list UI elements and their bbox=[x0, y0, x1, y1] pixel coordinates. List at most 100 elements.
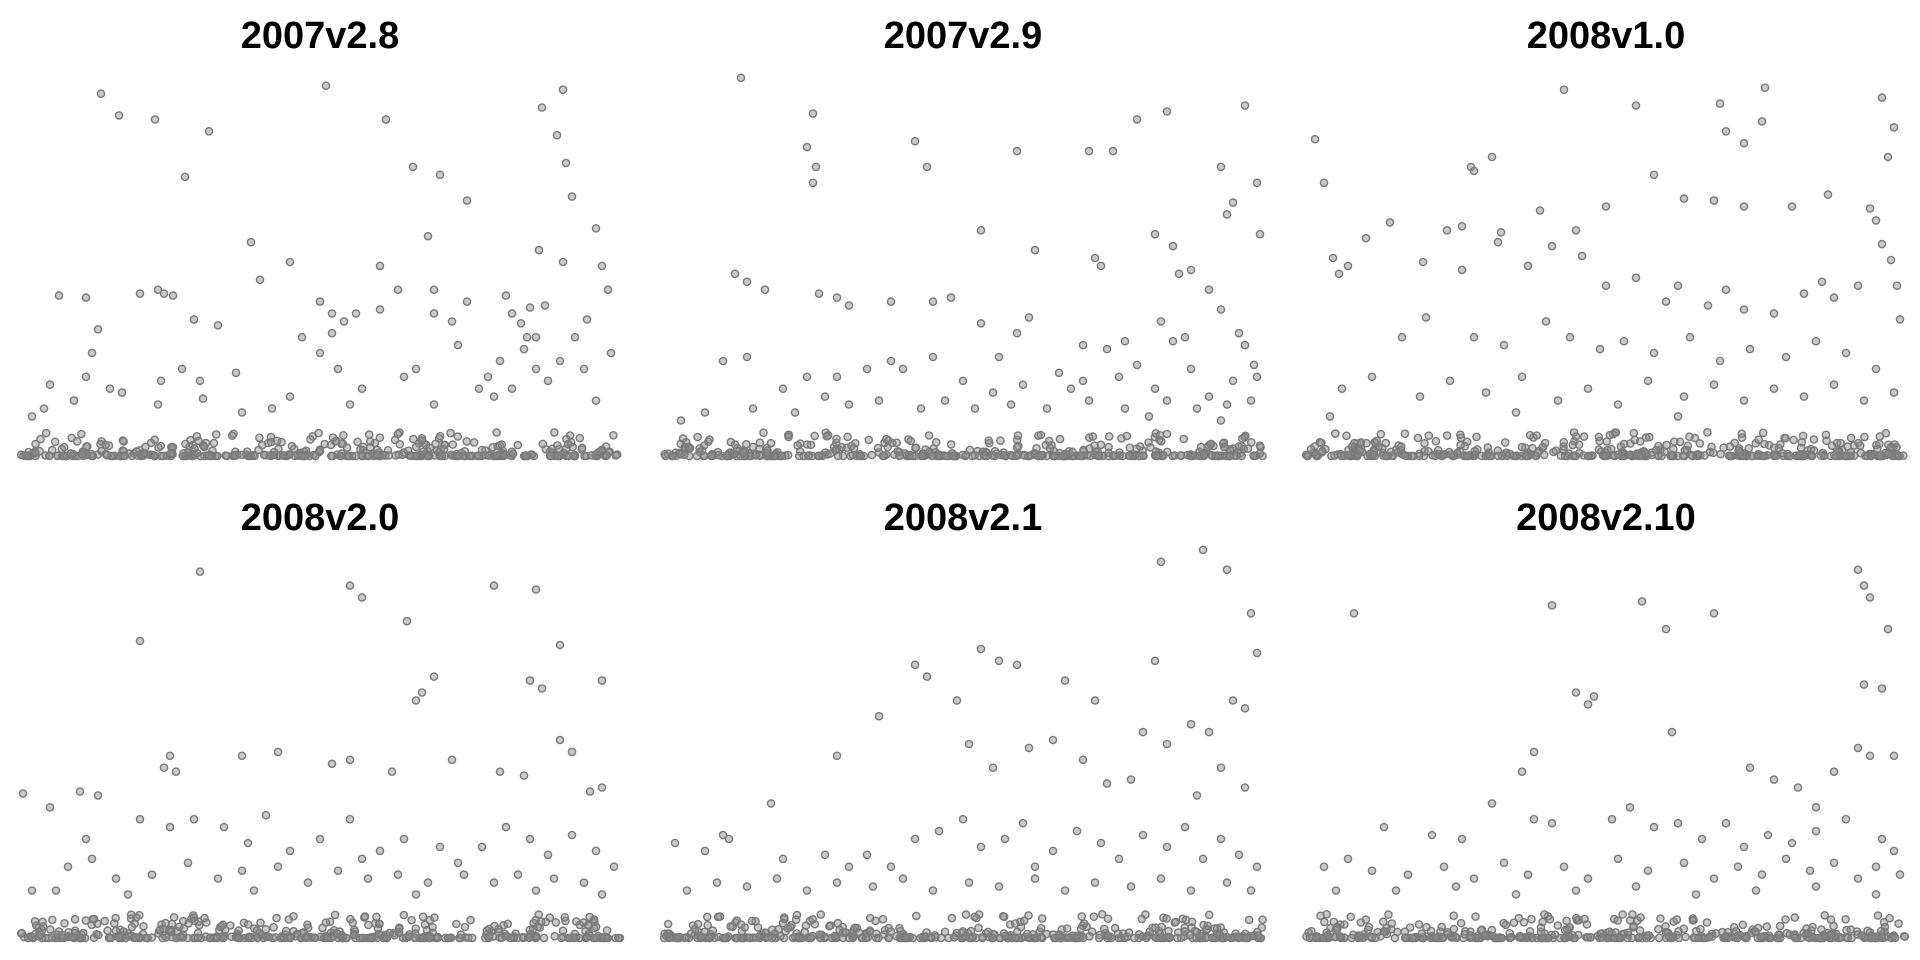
data-point bbox=[988, 451, 997, 460]
data-point bbox=[1144, 412, 1154, 421]
data-point bbox=[357, 384, 367, 394]
data-point bbox=[886, 356, 896, 366]
data-point bbox=[365, 437, 375, 446]
data-point bbox=[558, 257, 568, 267]
data-point bbox=[494, 928, 504, 937]
data-point bbox=[1240, 704, 1250, 713]
data-point bbox=[1790, 913, 1800, 922]
data-point bbox=[1517, 372, 1527, 382]
data-point bbox=[1156, 557, 1166, 567]
data-point bbox=[978, 933, 987, 943]
data-point bbox=[1855, 441, 1865, 450]
data-point bbox=[1044, 436, 1054, 446]
data-point bbox=[693, 432, 702, 442]
data-point bbox=[306, 434, 315, 444]
data-point bbox=[213, 320, 223, 330]
data-point bbox=[111, 874, 121, 883]
data-point bbox=[1846, 433, 1856, 443]
data-point bbox=[1493, 237, 1503, 247]
data-point bbox=[285, 257, 295, 267]
data-point bbox=[120, 451, 129, 461]
data-point bbox=[893, 446, 903, 456]
data-point bbox=[1594, 432, 1604, 442]
data-point bbox=[1508, 451, 1518, 461]
data-point bbox=[564, 451, 573, 461]
data-point bbox=[41, 428, 51, 438]
data-point bbox=[192, 448, 202, 458]
data-point bbox=[285, 392, 295, 401]
data-point bbox=[1601, 281, 1611, 291]
data-point bbox=[1724, 451, 1734, 461]
data-point bbox=[1196, 931, 1205, 941]
data-point bbox=[561, 158, 571, 168]
data-point bbox=[1060, 886, 1070, 895]
data-point bbox=[345, 814, 355, 824]
data-point bbox=[1168, 241, 1178, 251]
data-point bbox=[31, 921, 41, 930]
data-point bbox=[131, 933, 141, 942]
data-point bbox=[763, 933, 773, 942]
data-point bbox=[418, 912, 428, 922]
data-point bbox=[429, 400, 439, 409]
data-point bbox=[1760, 83, 1770, 92]
data-point bbox=[1776, 440, 1785, 449]
data-point bbox=[1179, 434, 1189, 444]
data-point bbox=[811, 162, 821, 172]
data-point bbox=[1709, 874, 1719, 883]
data-point bbox=[1155, 933, 1165, 943]
data-point bbox=[1674, 933, 1684, 943]
data-point bbox=[1234, 850, 1244, 860]
data-point bbox=[1782, 928, 1792, 938]
data-point bbox=[1006, 400, 1016, 409]
data-point bbox=[946, 440, 956, 449]
data-point bbox=[303, 878, 313, 887]
data-point bbox=[567, 192, 577, 201]
data-point bbox=[1210, 924, 1219, 933]
data-point bbox=[1540, 910, 1549, 919]
data-point bbox=[1497, 933, 1507, 943]
data-point bbox=[1034, 431, 1043, 441]
data-point bbox=[564, 933, 573, 943]
data-point bbox=[1827, 441, 1837, 451]
data-point bbox=[1066, 384, 1076, 394]
data-point bbox=[1875, 439, 1884, 449]
data-point bbox=[1846, 925, 1856, 934]
data-point bbox=[1739, 202, 1749, 211]
data-point bbox=[1865, 593, 1875, 602]
data-point bbox=[553, 451, 563, 461]
data-point bbox=[1319, 178, 1329, 188]
data-point bbox=[974, 923, 983, 933]
data-point bbox=[1126, 882, 1136, 891]
data-point bbox=[778, 384, 788, 394]
data-point bbox=[1170, 451, 1179, 460]
data-point bbox=[172, 933, 181, 943]
data-point bbox=[278, 451, 288, 460]
data-point bbox=[844, 400, 854, 409]
data-point bbox=[1583, 451, 1593, 461]
data-point bbox=[1249, 451, 1258, 461]
data-point bbox=[1042, 404, 1052, 413]
panel-2008v1-0: 2008v1.0 bbox=[1301, 15, 1908, 461]
data-point bbox=[1162, 429, 1172, 439]
data-point bbox=[1597, 933, 1607, 942]
data-point bbox=[213, 451, 222, 461]
data-point bbox=[676, 450, 686, 459]
data-point bbox=[1424, 431, 1434, 441]
data-point bbox=[832, 878, 842, 887]
data-point bbox=[1631, 101, 1641, 110]
data-point bbox=[1822, 436, 1831, 446]
data-point bbox=[1124, 451, 1134, 461]
data-point bbox=[1487, 152, 1497, 162]
data-point bbox=[199, 442, 209, 451]
data-point bbox=[339, 317, 349, 326]
data-point bbox=[1246, 609, 1256, 618]
data-point bbox=[531, 886, 541, 895]
data-point bbox=[1096, 261, 1106, 271]
data-point bbox=[1654, 933, 1664, 943]
data-point bbox=[859, 451, 869, 461]
data-point bbox=[153, 285, 163, 295]
data-point bbox=[93, 791, 103, 800]
data-point bbox=[794, 933, 803, 943]
data-point bbox=[243, 838, 253, 848]
data-point bbox=[462, 196, 472, 205]
